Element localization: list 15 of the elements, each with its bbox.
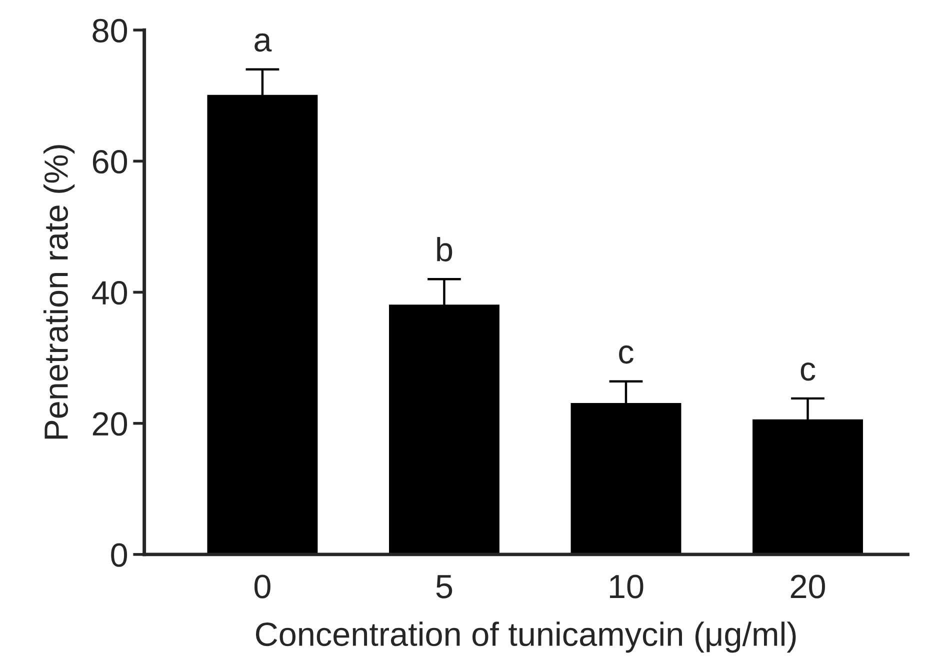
annotation: c [800,362,816,381]
y-tick-label: 0 [111,543,128,567]
x-tick-label: 0 [254,574,270,598]
y-tick-label: 80 [92,18,128,42]
annotation: b [437,236,452,262]
y-tick-label: 60 [92,150,128,174]
y-tick-label: 20 [92,412,128,436]
x-tick-label: 5 [436,575,452,598]
y-axis-title: Penetration rate (%) [44,145,75,439]
x-tick-label: 10 [610,574,644,598]
annotation: a [254,33,272,52]
x-axis-title: Concentration of tunicamycin (μg/ml) [256,622,796,653]
y-tick-label: 40 [92,281,128,305]
annotation: c [619,345,634,364]
x-tick-label: 20 [790,574,825,598]
